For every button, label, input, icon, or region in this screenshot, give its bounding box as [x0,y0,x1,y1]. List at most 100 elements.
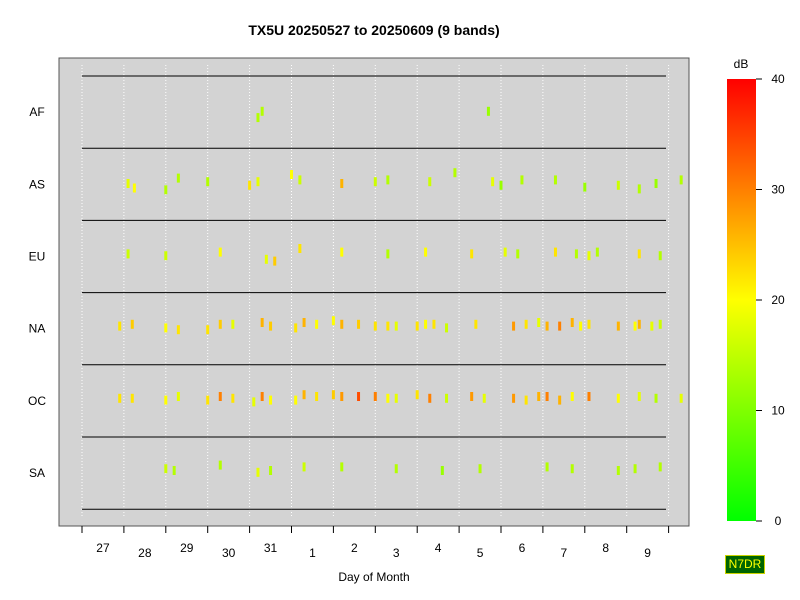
data-mark-sa [616,466,620,475]
data-mark-na [118,321,122,331]
data-marks [118,106,683,477]
data-mark-na [373,321,377,331]
data-mark-na [587,319,591,329]
data-mark-na [424,319,428,329]
data-mark-oc [164,395,168,405]
data-mark-as [491,177,495,187]
data-mark-as [126,179,130,188]
data-mark-na [445,323,449,333]
data-mark-sa [164,464,168,474]
data-mark-as [248,180,252,190]
x-tick-label: 4 [435,541,442,555]
data-mark-sa [394,464,398,474]
data-mark-na [658,319,662,329]
x-tick-label: 7 [561,546,568,560]
data-mark-na [302,318,306,327]
data-mark-oc [118,393,122,403]
x-tick-label: 29 [180,541,194,555]
data-mark-oc [415,390,419,400]
data-mark-na [537,318,541,327]
data-mark-oc [386,393,390,403]
data-mark-oc [537,392,541,401]
colorbar-tick-label: 10 [771,404,785,418]
data-mark-oc [340,392,344,401]
data-mark-as [453,168,457,178]
data-mark-oc [545,392,549,401]
data-mark-sa [570,464,574,474]
grid-lines [81,65,670,518]
data-mark-eu [164,251,168,261]
data-mark-eu [340,247,344,257]
data-mark-na [206,325,210,335]
data-mark-na [616,321,620,331]
x-tick-label: 9 [644,546,651,560]
data-mark-na [650,321,654,331]
data-mark-sa [218,460,222,470]
data-mark-sa [302,462,306,472]
data-mark-sa [269,466,273,475]
data-mark-eu [470,249,474,259]
data-mark-oc [570,392,574,401]
data-mark-eu [273,256,277,266]
y-label-eu: EU [29,250,46,264]
plot-panel [58,57,690,527]
data-mark-eu [658,251,662,261]
data-mark-sa [172,466,176,475]
data-mark-sa [633,464,637,474]
data-mark-eu [587,251,591,261]
data-mark-as [386,175,390,185]
data-mark-as [520,175,524,185]
data-mark-eu [126,249,130,259]
data-mark-oc [206,395,210,405]
data-mark-oc [357,392,361,401]
x-axis: 27 28 29 30 31 1 2 3 4 5 6 7 8 9 [81,526,670,560]
data-mark-oc [231,393,235,403]
data-mark-af [256,113,260,123]
data-mark-na [545,321,549,331]
data-mark-na [260,318,264,327]
data-mark-as [553,175,557,185]
data-mark-as [290,170,293,179]
data-mark-oc [130,393,134,403]
region-band-lines [82,75,666,510]
data-mark-sa [545,462,549,472]
data-mark-eu [503,247,507,257]
y-label-as: AS [29,177,45,191]
data-mark-na [315,319,319,329]
data-mark-oc [302,390,306,400]
chart-title: TX5U 20250527 to 20250609 (9 bands) [248,22,499,38]
data-mark-as [637,184,641,194]
data-mark-oc [482,393,486,403]
data-mark-oc [315,392,319,401]
data-mark-eu [298,244,302,253]
data-mark-na [231,319,235,329]
data-mark-oc [373,392,377,401]
colorbar-tick-label: 20 [771,293,785,307]
data-mark-af [486,106,490,116]
data-mark-na [269,321,273,331]
data-mark-oc [524,395,528,405]
data-mark-na [130,319,134,329]
colorbar-ticks: 0 10 20 30 40 [756,72,785,528]
data-mark-eu [595,247,599,257]
x-tick-label: 27 [96,541,110,555]
data-mark-as [132,183,136,193]
data-mark-na [164,323,168,333]
colorbar [727,79,756,521]
x-tick-label: 2 [351,541,358,555]
y-axis-labels: AF AS EU NA OC SA [28,105,46,480]
data-mark-oc [558,395,562,405]
x-tick-label: 3 [393,546,400,560]
data-mark-as [499,180,503,190]
data-mark-na [637,319,641,329]
y-label-sa: SA [29,466,45,480]
data-mark-na [579,321,583,331]
x-tick-label: 28 [138,546,152,560]
data-mark-as [340,179,344,188]
data-mark-oc [294,395,298,405]
data-mark-sa [256,467,260,477]
data-mark-sa [658,462,662,472]
data-mark-na [524,319,528,329]
data-mark-na [415,321,419,331]
